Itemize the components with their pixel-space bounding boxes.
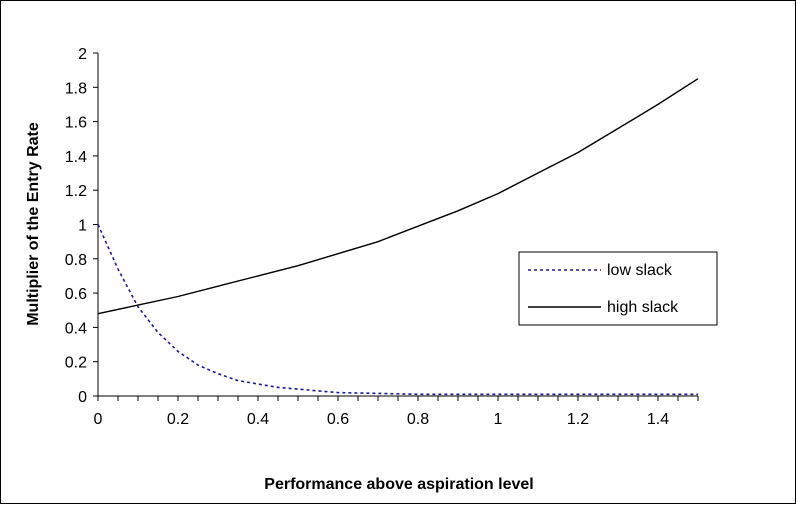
x-tick-label: 1.2 <box>567 411 589 428</box>
y-tick-label: 1.4 <box>65 149 87 166</box>
y-tick-label: 0 <box>78 389 87 406</box>
x-tick-label: 1.4 <box>647 411 669 428</box>
y-tick-label: 1 <box>78 218 87 235</box>
axes: 0 0.2 0.4 0.6 0.8 1 1.2 1.4 1.6 1.8 2 0 0.2 0.4 0.6 0.8… <box>65 46 699 428</box>
x-axis-title: Performance above aspiration level <box>264 476 533 493</box>
y-axis-title: Multiplier of the Entry Rate <box>25 122 42 326</box>
y-tick-label: 0.8 <box>65 252 87 269</box>
legend-box <box>518 251 718 326</box>
y-tick-label: 0.4 <box>65 320 87 337</box>
x-tick-label: 0.8 <box>407 411 429 428</box>
x-tick-label: 0 <box>94 411 103 428</box>
legend: low slack high slack <box>518 251 718 326</box>
legend-label-low-slack: low slack <box>607 262 673 279</box>
series-line-high-slack <box>97 78 699 315</box>
x-tick-label: 0.2 <box>167 411 189 428</box>
legend-label-high-slack: high slack <box>607 299 679 316</box>
y-tick-label: 0.2 <box>65 355 87 372</box>
series-line-low-slack <box>97 224 698 396</box>
y-tick-label: 1.8 <box>65 80 87 97</box>
y-tick-label: 1.6 <box>65 115 87 132</box>
x-tick-label: 0.6 <box>327 411 349 428</box>
series-layer <box>97 78 699 396</box>
x-tick-label: 0.4 <box>247 411 269 428</box>
y-tick-label: 1.2 <box>65 183 87 200</box>
y-tick-label: 0.6 <box>65 286 87 303</box>
x-tick-label: 1 <box>494 411 503 428</box>
y-tick-label: 2 <box>78 46 87 63</box>
